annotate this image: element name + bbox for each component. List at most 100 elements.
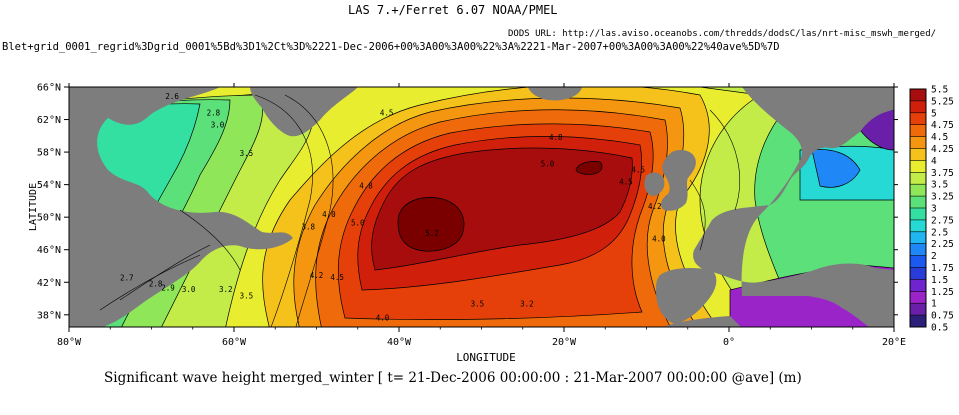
contour-label: 5.0 [541, 160, 555, 169]
colorbar-label: 0.5 [931, 323, 948, 334]
contour-label: 3.0 [211, 121, 225, 130]
colorbar-label: 1.5 [931, 275, 948, 286]
colorbar-swatch [910, 243, 926, 256]
colorbar-label: 4.25 [931, 144, 954, 155]
colorbar-swatch [910, 231, 926, 244]
land-ireland [644, 172, 665, 196]
colorbar-swatch [910, 303, 926, 316]
colorbar-label: 5 [931, 108, 937, 119]
colorbar-swatch [910, 89, 926, 101]
colorbar-label: 4.75 [931, 120, 954, 131]
colorbar-label: 0.75 [931, 311, 954, 322]
y-tick-label: 54°N [37, 180, 61, 191]
x-tick-label: 80°W [57, 337, 82, 348]
colorbar-swatch [910, 315, 926, 327]
y-tick-label: 42°N [37, 278, 61, 289]
colorbar-label: 2.25 [931, 239, 954, 250]
colorbar-swatch [910, 219, 926, 232]
contour-label: 4.5 [631, 165, 645, 174]
colorbar-swatch [910, 112, 926, 125]
colorbar-label: 1.75 [931, 263, 954, 274]
colorbar-label: 1 [931, 299, 937, 310]
contour-label: 4.0 [376, 313, 390, 322]
colorbar-label: 4.5 [931, 132, 948, 143]
colorbar-label: 5.5 [931, 85, 948, 96]
x-axis-label: LONGITUDE [456, 351, 516, 364]
y-axis-label: LATITUDE [28, 183, 39, 231]
x-tick-label: 20°W [552, 337, 577, 348]
colorbar-swatch [910, 267, 926, 280]
contour-label: 4.8 [359, 182, 373, 191]
contour-label: 3.5 [240, 292, 254, 301]
colorbar-swatch [910, 136, 926, 149]
dods-url-label: DODS URL: http://las.aviso.oceanobs.com/… [508, 29, 937, 39]
colorbar-swatch [910, 291, 926, 304]
colorbar-label: 3 [931, 204, 937, 215]
land-europe [693, 87, 894, 327]
contour-label: 3.5 [240, 149, 254, 158]
expression-label: Blet+grid_0001_regrid%3Dgrid_0001%5Bd%3D… [2, 41, 780, 53]
colorbar: 0.50.7511.251.51.7522.252.52.7533.253.53… [909, 85, 954, 334]
contour-lines [99, 94, 740, 327]
y-tick-label: 38°N [37, 310, 61, 321]
plot-area [69, 87, 894, 327]
y-tick-label: 46°N [37, 245, 61, 256]
colorbar-swatch [910, 124, 926, 137]
y-tick-label: 58°N [37, 148, 61, 159]
land-masses [69, 87, 894, 327]
colorbar-label: 2.75 [931, 215, 954, 226]
x-tick-label: 0° [723, 337, 735, 348]
y-axis: 38°N 42°N 46°N 50°N 54°N 58°N 62°N 66°N [37, 83, 898, 321]
colorbar-swatch [910, 184, 926, 197]
colorbar-label: 3.25 [931, 192, 954, 203]
land-iceland [528, 87, 582, 101]
contour-label: 4.5 [619, 178, 633, 187]
colorbar-swatch [910, 160, 926, 173]
y-tick-label: 50°N [37, 213, 61, 224]
colorbar-swatch [910, 208, 926, 220]
contour-label: 2.6 [165, 92, 179, 101]
contour-label: 5.2 [425, 229, 439, 238]
chart-caption: Significant wave height merged_winter [ … [104, 370, 802, 386]
land-iberia [656, 267, 717, 324]
colorbar-label: 5.25 [931, 96, 954, 107]
contour-label: 3.2 [219, 285, 233, 294]
colorbar-swatch [910, 148, 926, 161]
x-tick-label: 20°E [882, 337, 906, 348]
colorbar-label: 1.25 [931, 287, 954, 298]
colorbar-label: 4 [931, 156, 937, 167]
y-tick-label: 62°N [37, 115, 61, 126]
contour-label: 4.2 [648, 202, 662, 211]
y-tick-label: 66°N [37, 83, 61, 94]
contour-label: 4.2 [310, 271, 324, 280]
land-scandinavia-coast [810, 87, 894, 100]
contour-label: 3.0 [182, 285, 196, 294]
x-axis: 80°W 60°W 40°W 20°W 0° 20°E [57, 83, 906, 348]
land-british-isles [661, 150, 696, 211]
contour-band-east-2 [811, 149, 861, 188]
plot-header-title: LAS 7.+/Ferret 6.07 NOAA/PMEL [348, 3, 558, 17]
contour-label: 4.0 [652, 235, 666, 244]
contour-labels: 2.6 2.8 3.0 3.5 4.5 4.8 5.0 4.5 4.8 5.0 5.2 4.5 4.2 4… [120, 92, 666, 322]
contour-label: 2.9 [161, 283, 175, 292]
contour-peak-east [575, 161, 603, 175]
contour-peak-west [397, 197, 465, 252]
contour-label: 3.8 [301, 222, 315, 231]
contour-label: 4.5 [330, 273, 344, 282]
colorbar-swatch [910, 100, 926, 113]
colorbar-label: 3.5 [931, 180, 948, 191]
colorbar-swatch [910, 172, 926, 185]
colorbar-label: 2 [931, 251, 937, 262]
colorbar-swatch [910, 255, 926, 268]
contour-label: 4.0 [322, 210, 336, 219]
colorbar-label: 3.75 [931, 168, 954, 179]
colorbar-swatch [910, 279, 926, 292]
land-greenland [250, 87, 358, 137]
contour-label: 2.8 [149, 279, 163, 288]
colorbar-swatch [910, 196, 926, 208]
x-tick-label: 60°W [222, 337, 247, 348]
contour-label: 5.0 [351, 218, 365, 227]
contour-label: 4.5 [380, 108, 394, 117]
contour-label: 3.2 [520, 300, 534, 309]
